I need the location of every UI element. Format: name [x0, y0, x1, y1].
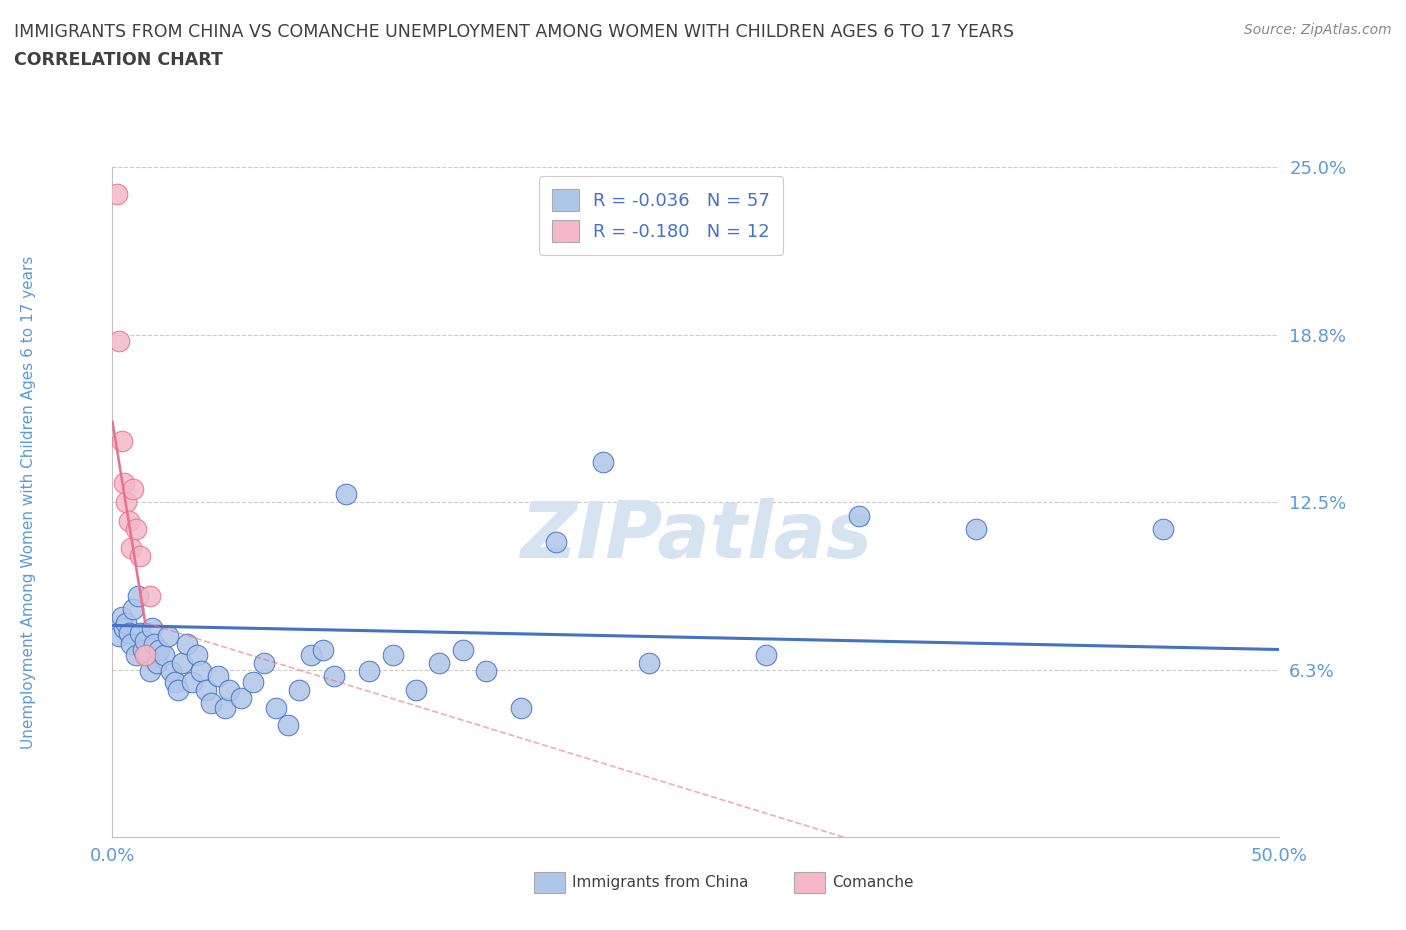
Point — [108, 334, 131, 349]
Point — [125, 522, 148, 537]
Point — [381, 647, 404, 662]
Point — [148, 642, 170, 657]
Point — [544, 535, 567, 550]
Point — [335, 486, 357, 501]
Point — [143, 637, 166, 652]
Point — [160, 663, 183, 678]
Point — [105, 187, 128, 202]
Point — [299, 647, 322, 662]
Point — [451, 642, 474, 657]
Text: CORRELATION CHART: CORRELATION CHART — [14, 51, 224, 69]
Point — [134, 647, 156, 662]
Point — [965, 522, 987, 537]
Point — [120, 637, 142, 652]
Point — [139, 589, 162, 604]
Text: Immigrants from China: Immigrants from China — [572, 875, 749, 890]
Point — [112, 476, 135, 491]
Point — [207, 669, 229, 684]
Point — [115, 616, 138, 631]
Point — [323, 669, 346, 684]
Point — [125, 647, 148, 662]
Text: Unemployment Among Women with Children Ages 6 to 17 years: Unemployment Among Women with Children A… — [21, 256, 35, 749]
Point — [146, 656, 169, 671]
Point — [475, 663, 498, 678]
Point — [405, 683, 427, 698]
Point — [288, 683, 311, 698]
Point — [638, 656, 661, 671]
Point — [427, 656, 450, 671]
Point — [166, 683, 188, 698]
Point — [848, 508, 870, 523]
Point — [132, 642, 155, 657]
Point — [118, 626, 141, 641]
Point — [359, 663, 381, 678]
Point — [311, 642, 333, 657]
Point — [115, 495, 138, 510]
Point — [112, 620, 135, 635]
Point — [1152, 522, 1174, 537]
Point — [111, 433, 134, 448]
Point — [141, 620, 163, 635]
Point — [194, 683, 217, 698]
Point — [153, 647, 176, 662]
Point — [200, 696, 222, 711]
Point — [120, 540, 142, 555]
Point — [218, 683, 240, 698]
Point — [592, 455, 614, 470]
Point — [122, 602, 145, 617]
Point — [111, 610, 134, 625]
Point — [214, 701, 236, 716]
Point — [129, 626, 152, 641]
Point — [180, 674, 202, 689]
Legend: R = -0.036   N = 57, R = -0.180   N = 12: R = -0.036 N = 57, R = -0.180 N = 12 — [538, 177, 783, 255]
Point — [755, 647, 778, 662]
Point — [509, 701, 531, 716]
Point — [129, 549, 152, 564]
Point — [190, 663, 212, 678]
Point — [127, 589, 149, 604]
Point — [134, 634, 156, 649]
Point — [253, 656, 276, 671]
Point — [122, 482, 145, 497]
Point — [136, 647, 159, 662]
Point — [108, 629, 131, 644]
Point — [157, 629, 180, 644]
Point — [139, 663, 162, 678]
Point — [229, 690, 252, 705]
Point — [172, 656, 194, 671]
Point — [242, 674, 264, 689]
Text: IMMIGRANTS FROM CHINA VS COMANCHE UNEMPLOYMENT AMONG WOMEN WITH CHILDREN AGES 6 : IMMIGRANTS FROM CHINA VS COMANCHE UNEMPL… — [14, 23, 1014, 41]
Text: ZIPatlas: ZIPatlas — [520, 498, 872, 574]
Point — [176, 637, 198, 652]
Point — [276, 717, 298, 732]
Text: Source: ZipAtlas.com: Source: ZipAtlas.com — [1244, 23, 1392, 37]
Point — [186, 647, 208, 662]
Text: Comanche: Comanche — [832, 875, 914, 890]
Point — [165, 674, 187, 689]
Point — [118, 513, 141, 528]
Point — [264, 701, 287, 716]
